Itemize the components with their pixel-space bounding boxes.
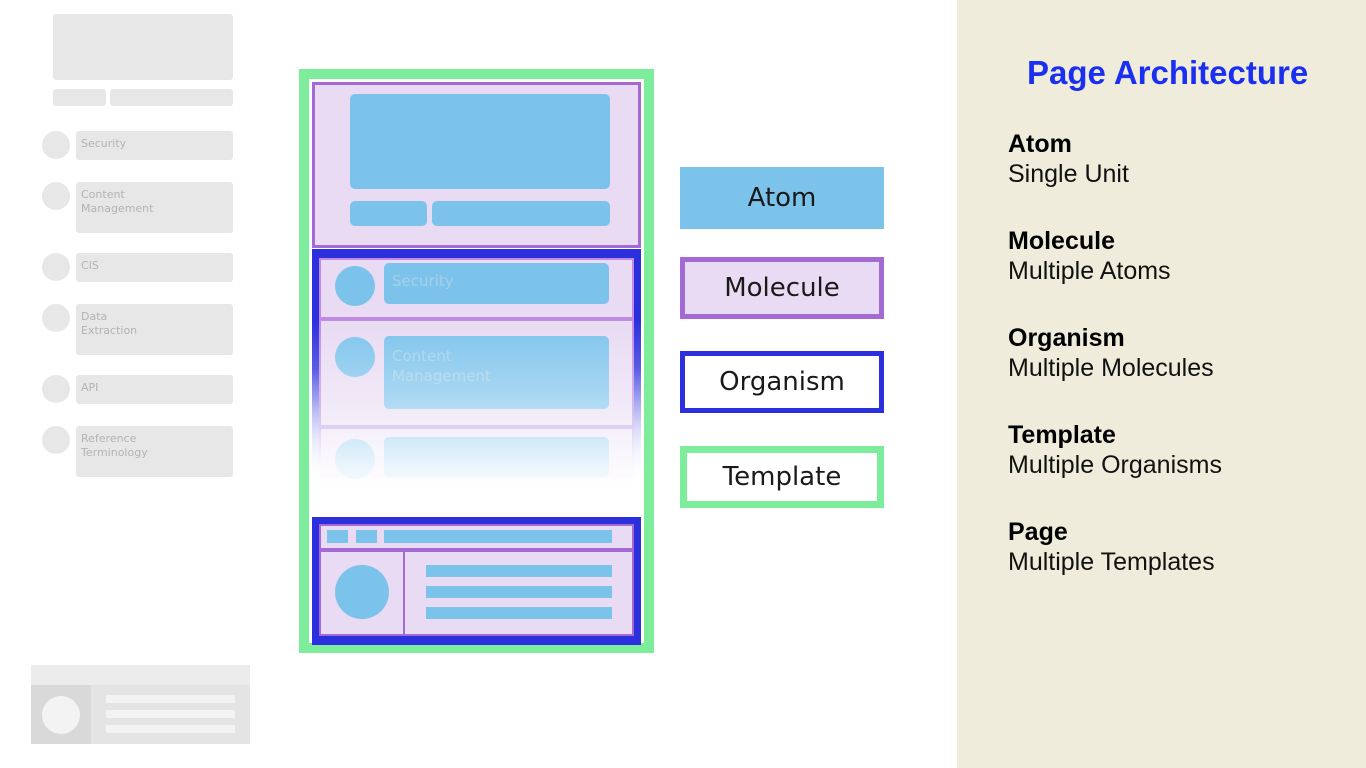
- legend-organism: Organism: [680, 351, 884, 413]
- definition-description: Multiple Templates: [1008, 548, 1215, 576]
- wireframe-header-bar-large: [110, 89, 233, 106]
- wireframe-nav-icon: [42, 375, 70, 403]
- definition-description: Multiple Atoms: [1008, 257, 1171, 285]
- wireframe-nav-item: Data Extraction: [76, 304, 233, 355]
- header-bar-atom: [432, 201, 610, 226]
- definition-term: Atom: [1008, 130, 1072, 158]
- wireframe-header-bar-small: [53, 89, 106, 106]
- list-organism: Security Content Management: [312, 249, 641, 517]
- wireframe-nav-item: Content Management: [76, 182, 233, 233]
- list-icon-atom: [335, 266, 375, 306]
- header-molecule: [312, 82, 641, 248]
- footer-card-molecule: [319, 550, 634, 636]
- footer-nav-atom: [327, 530, 348, 543]
- definition-term: Page: [1008, 518, 1068, 546]
- wireframe-nav-item: API: [76, 375, 233, 404]
- definition-item: Molecule Multiple Atoms: [1008, 226, 1171, 286]
- definition-description: Multiple Organisms: [1008, 451, 1222, 479]
- wireframe-nav-icon: [42, 253, 70, 281]
- wireframe-header-block: [53, 14, 233, 80]
- legend-template: Template: [680, 446, 884, 508]
- background-wireframe: Security Content Management CIS Data Ext…: [0, 0, 280, 768]
- definition-description: Multiple Molecules: [1008, 354, 1214, 382]
- wireframe-nav-icon: [42, 426, 70, 454]
- footer-line-atom: [426, 607, 612, 619]
- footer-avatar-atom: [335, 565, 389, 619]
- wireframe-nav-icon: [42, 182, 70, 210]
- header-hero-atom: [350, 94, 610, 189]
- footer-line-atom: [426, 565, 612, 577]
- footer-nav-bar-atom: [384, 530, 612, 543]
- definition-item: Template Multiple Organisms: [1008, 420, 1222, 480]
- definition-item: Atom Single Unit: [1008, 129, 1129, 189]
- header-button-atom: [350, 201, 427, 226]
- list-molecule: Security: [321, 260, 632, 317]
- footer-nav-molecule: [319, 524, 634, 550]
- wireframe-nav-icon: [42, 131, 70, 159]
- footer-organism: [312, 517, 641, 645]
- definition-term: Molecule: [1008, 227, 1115, 255]
- footer-nav-atom: [356, 530, 377, 543]
- definition-description: Single Unit: [1008, 160, 1129, 188]
- fade-overlay: [312, 319, 641, 517]
- definition-term: Template: [1008, 421, 1116, 449]
- definition-item: Organism Multiple Molecules: [1008, 323, 1214, 383]
- wireframe-footer-avatar: [42, 696, 80, 734]
- definition-item: Page Multiple Templates: [1008, 517, 1215, 577]
- wireframe-nav-item: Security: [76, 131, 233, 160]
- definitions-panel: Page Architecture Atom Single Unit Molec…: [957, 0, 1366, 768]
- legend-atom: Atom: [680, 167, 884, 229]
- wireframe-nav-item: Reference Terminology: [76, 426, 233, 477]
- wireframe-nav-item: CIS: [76, 253, 233, 282]
- definition-term: Organism: [1008, 324, 1125, 352]
- list-label-atom: [384, 263, 609, 304]
- panel-title: Page Architecture: [1027, 54, 1309, 91]
- list-label-text: Security: [392, 272, 454, 290]
- wireframe-nav-icon: [42, 304, 70, 332]
- wireframe-footer-card: [31, 665, 250, 744]
- legend-molecule: Molecule: [680, 257, 884, 319]
- footer-line-atom: [426, 586, 612, 598]
